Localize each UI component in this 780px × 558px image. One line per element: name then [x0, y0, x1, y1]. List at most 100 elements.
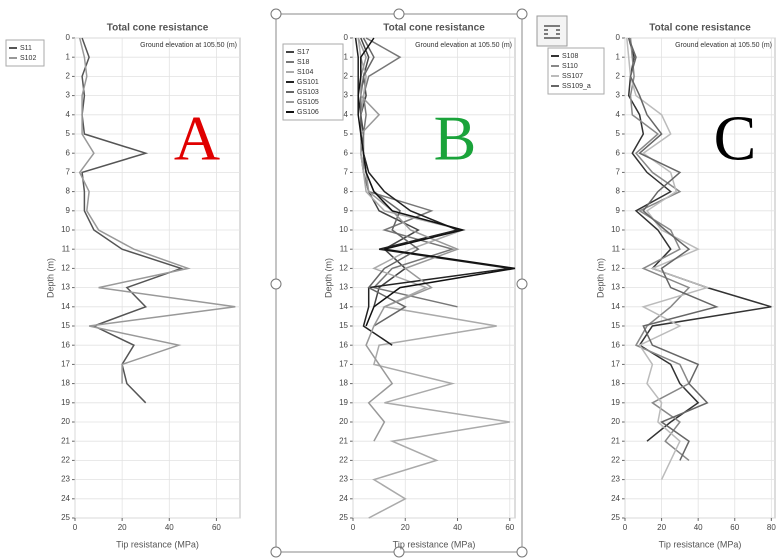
y-tick-label: 18 — [339, 379, 348, 388]
y-tick-label: 21 — [611, 436, 620, 445]
y-tick-label: 0 — [66, 33, 71, 42]
y-tick-label: 7 — [66, 168, 71, 177]
series-line — [78, 37, 236, 384]
y-tick-label: 11 — [340, 244, 349, 253]
y-tick-label: 5 — [616, 129, 621, 138]
y-tick-label: 25 — [611, 513, 620, 522]
chart: 0123456789101112131415161718192021222324… — [5, 23, 241, 549]
y-tick-label: 21 — [339, 436, 348, 445]
y-tick-label: 19 — [611, 398, 620, 407]
series-line — [629, 37, 691, 461]
y-tick-label: 15 — [339, 321, 348, 330]
legend-label: GS106 — [297, 109, 319, 116]
y-tick-label: 18 — [61, 379, 70, 388]
y-tick-label: 10 — [339, 225, 348, 234]
y-tick-label: 13 — [339, 283, 348, 292]
y-tick-label: 3 — [66, 91, 71, 100]
series-line — [81, 37, 184, 404]
legend-label: S17 — [297, 49, 310, 56]
y-tick-label: 23 — [611, 475, 620, 484]
y-tick-label: 2 — [616, 72, 621, 81]
x-axis-label: Tip resistance (MPa) — [393, 539, 476, 549]
y-tick-label: 8 — [616, 187, 621, 196]
y-tick-label: 6 — [344, 148, 349, 157]
x-tick-label: 20 — [118, 523, 127, 532]
x-tick-label: 40 — [453, 523, 462, 532]
y-tick-label: 23 — [61, 475, 70, 484]
legend-label: S11 — [20, 45, 32, 52]
legend-label: SS107 — [562, 73, 583, 80]
y-tick-label: 24 — [61, 494, 70, 503]
y-tick-label: 12 — [611, 264, 620, 273]
y-tick-label: 1 — [344, 52, 349, 61]
series-line — [354, 37, 510, 346]
y-tick-label: 5 — [66, 129, 71, 138]
layout-options-icon[interactable] — [536, 15, 568, 47]
chart-title: Total cone resistance — [649, 23, 751, 34]
x-tick-label: 80 — [767, 523, 776, 532]
x-tick-label: 60 — [505, 523, 514, 532]
y-tick-label: 9 — [344, 206, 349, 215]
y-tick-label: 15 — [61, 321, 70, 330]
y-tick-label: 12 — [61, 264, 70, 273]
y-tick-label: 5 — [344, 129, 349, 138]
plot-area — [74, 37, 241, 519]
x-tick-label: 40 — [694, 523, 703, 532]
legend-label: S110 — [562, 63, 578, 70]
y-tick-label: 7 — [616, 168, 621, 177]
chart: 0123456789101112131415161718192021222324… — [282, 23, 516, 549]
y-tick-label: 22 — [61, 456, 70, 465]
y-tick-label: 6 — [616, 148, 621, 157]
legend-box — [5, 39, 45, 67]
series-line — [627, 37, 772, 442]
y-axis-label: Depth (m) — [323, 258, 333, 298]
y-axis-label: Depth (m) — [595, 258, 605, 298]
y-tick-label: 19 — [339, 398, 348, 407]
legend-label: SS109_a — [562, 83, 591, 90]
chart-subtitle: Ground elevation at 105.50 (m) — [140, 42, 237, 49]
y-tick-label: 4 — [66, 110, 71, 119]
x-tick-label: 60 — [730, 523, 739, 532]
y-tick-label: 17 — [339, 360, 348, 369]
y-tick-label: 22 — [611, 456, 620, 465]
y-tick-label: 22 — [339, 456, 348, 465]
x-tick-label: 0 — [73, 523, 78, 532]
x-axis-label: Tip resistance (MPa) — [659, 539, 742, 549]
y-tick-label: 11 — [62, 244, 71, 253]
y-tick-label: 17 — [61, 360, 70, 369]
y-tick-label: 3 — [344, 91, 349, 100]
y-tick-label: 16 — [339, 340, 348, 349]
y-tick-label: 23 — [339, 475, 348, 484]
y-tick-label: 0 — [616, 33, 621, 42]
y-tick-label: 7 — [344, 168, 349, 177]
y-tick-label: 16 — [611, 340, 620, 349]
y-tick-label: 20 — [61, 417, 70, 426]
x-tick-label: 0 — [351, 523, 356, 532]
y-tick-label: 12 — [339, 264, 348, 273]
y-tick-label: 14 — [611, 302, 620, 311]
x-tick-label: 60 — [212, 523, 221, 532]
y-tick-label: 0 — [344, 33, 349, 42]
y-tick-label: 17 — [611, 360, 620, 369]
y-tick-label: 24 — [339, 494, 348, 503]
y-tick-label: 14 — [339, 302, 348, 311]
y-tick-label: 8 — [66, 187, 71, 196]
y-tick-label: 24 — [611, 494, 620, 503]
chart-subtitle: Ground elevation at 105.50 (m) — [415, 42, 512, 49]
y-tick-label: 9 — [616, 206, 621, 215]
y-tick-label: 19 — [61, 398, 70, 407]
chart-title: Total cone resistance — [383, 23, 485, 34]
y-tick-label: 6 — [66, 148, 71, 157]
chart-subtitle: Ground elevation at 105.50 (m) — [675, 42, 772, 49]
y-tick-label: 3 — [616, 91, 621, 100]
selection-handles — [270, 8, 528, 558]
x-tick-label: 0 — [623, 523, 628, 532]
legend-label: S108 — [562, 53, 578, 60]
y-tick-label: 25 — [61, 513, 70, 522]
panel-letter: B — [434, 103, 477, 174]
y-tick-label: 16 — [61, 340, 70, 349]
chart-title: Total cone resistance — [107, 23, 209, 34]
y-tick-label: 18 — [611, 379, 620, 388]
series-line — [357, 37, 460, 442]
